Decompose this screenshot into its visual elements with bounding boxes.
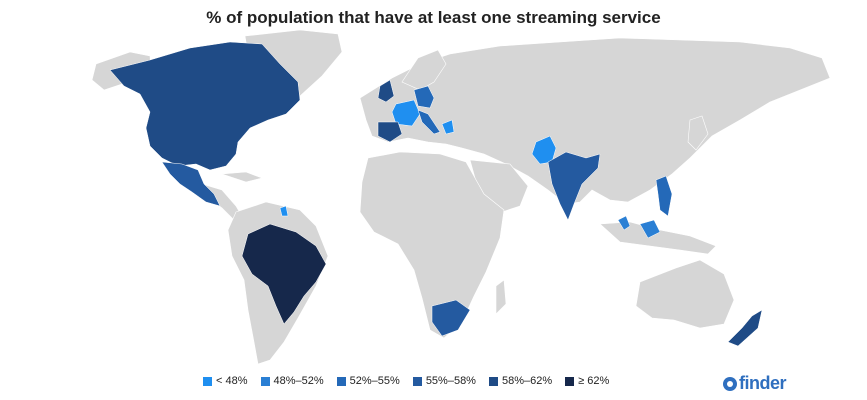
spain-region <box>377 121 403 143</box>
australia-land <box>635 259 735 329</box>
legend-label: < 48% <box>216 375 248 387</box>
caribbean-land <box>221 171 264 183</box>
legend-label: 48%–52% <box>273 375 324 387</box>
legend-label: 55%–58% <box>425 375 476 387</box>
south-africa-region <box>431 299 471 337</box>
finder-logo-icon <box>723 376 737 391</box>
italy-region <box>417 109 441 135</box>
germany-region <box>413 85 435 109</box>
legend-item-55-58: 55%–58% <box>412 375 476 387</box>
legend-swatch <box>488 376 498 386</box>
north-america-region <box>109 41 301 171</box>
mexico-region <box>161 161 221 207</box>
legend-item-52-55: 52%–55% <box>336 375 400 387</box>
japan-land <box>687 115 709 151</box>
map-legend: < 48% 48%–52% 52%–55% 55%–58% 58%–62% ≥ … <box>203 373 622 389</box>
map-title: % of population that have at least one s… <box>206 8 661 27</box>
legend-swatch <box>412 376 422 386</box>
new-zealand-region <box>727 309 763 347</box>
finder-brand: finder <box>723 373 787 394</box>
legend-label: 58%–62% <box>501 375 553 387</box>
indonesia-land <box>599 221 717 255</box>
legend-item-58-62: 58%–62% <box>488 375 553 387</box>
legend-label: ≥ 62% <box>578 375 610 387</box>
legend-item-ge62: ≥ 62% <box>565 375 609 387</box>
legend-item-48-52: 48%–52% <box>260 375 324 387</box>
legend-swatch <box>565 376 575 386</box>
legend-swatch <box>260 376 270 386</box>
philippines-region <box>655 175 673 217</box>
french-guiana-region <box>279 205 289 217</box>
legend-item-lt48: < 48% <box>203 375 248 387</box>
base-land <box>91 29 831 365</box>
india-region <box>547 151 601 221</box>
uk-region <box>377 79 395 103</box>
legend-swatch <box>336 376 346 386</box>
highlighted-countries <box>109 41 763 347</box>
legend-label: 52%–55% <box>349 375 400 387</box>
france-region <box>391 99 421 127</box>
balkans-region <box>441 119 455 135</box>
malaysia-region <box>617 215 631 231</box>
borneo-region <box>639 219 661 239</box>
legend-swatch <box>203 376 212 386</box>
brazil-region <box>241 223 327 325</box>
finder-wordmark: finder <box>739 373 787 393</box>
world-map <box>91 29 831 365</box>
madagascar-land <box>495 279 507 315</box>
